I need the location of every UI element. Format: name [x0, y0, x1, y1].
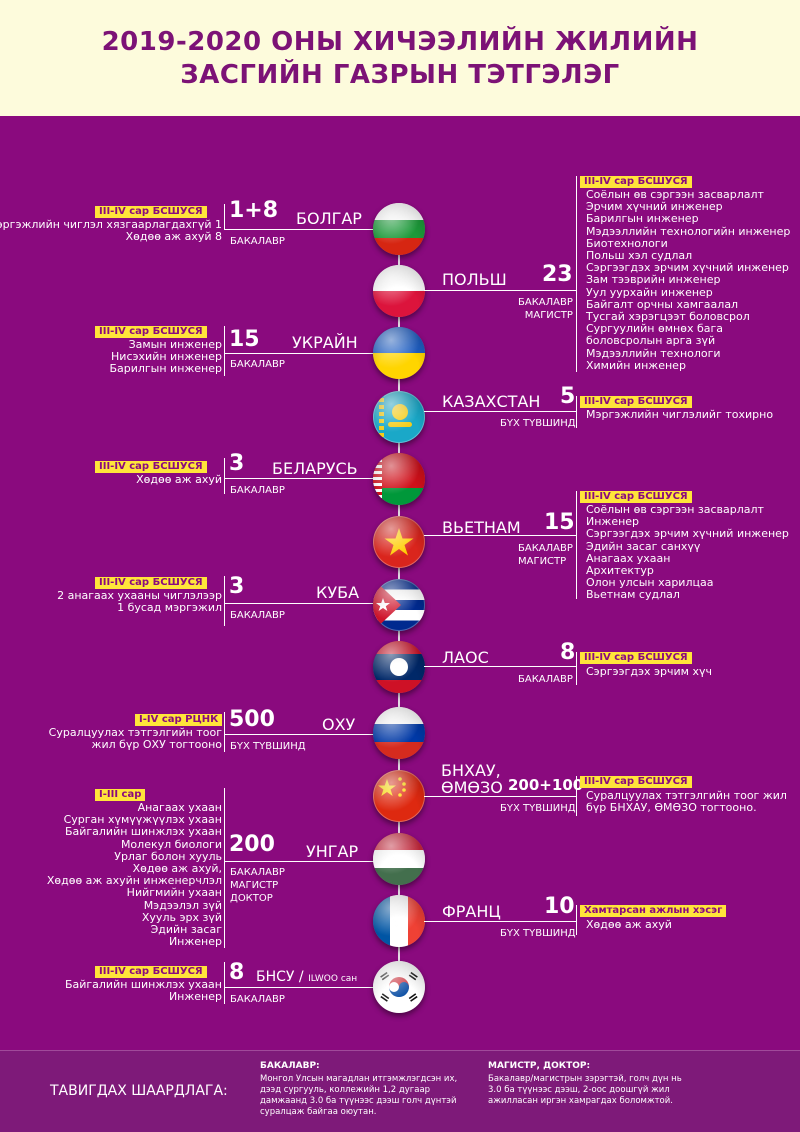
- china-level: БҮХ ТҮВШИНД: [500, 803, 576, 814]
- france-name: ФРАНЦ: [442, 902, 501, 921]
- belarus-flag-icon: [373, 453, 425, 505]
- russia-flag-icon: [373, 707, 425, 759]
- poland-name: ПОЛЬШ: [442, 270, 507, 289]
- laos-category: III-IV сар БСШУСЯ: [580, 652, 692, 664]
- france-level: БҮХ ТҮВШИНД: [500, 928, 576, 939]
- russia-name: ОХУ: [322, 715, 356, 734]
- cuba-fields: 2 анагаах ухааны чиглэлээр 1 бусад мэргэж…: [57, 589, 222, 615]
- poland-fields: Соёлын өв сэргээн засварлалт Эрчим хүчний…: [586, 188, 791, 372]
- ukraine-level: БАКАЛАВР: [230, 359, 285, 370]
- korea-name: БНСУ / ILWOO сан: [256, 969, 358, 985]
- france-category: Хамтарсан ажлын хэсэг: [580, 905, 727, 917]
- belarus-count: 3: [229, 451, 245, 476]
- cuba-name: КУБА: [316, 583, 360, 602]
- france-flag-icon: [373, 895, 425, 947]
- belarus-name: БЕЛАРУСЬ: [272, 459, 358, 478]
- china-name: БНХАУ, ӨМӨЗО: [441, 761, 503, 797]
- bulgaria-level: БАКАЛАВР: [230, 236, 285, 247]
- hungary-level: БАКАЛАВР МАГИСТР ДОКТОР: [230, 867, 285, 904]
- page-title-line2: ЗАСГИЙН ГАЗРЫН ТЭТГЭЛЭГ: [180, 60, 620, 90]
- korea-fields: Байгалийн шинжлэх ухаан Инженер: [64, 978, 222, 1004]
- cuba-count: 3: [229, 574, 245, 599]
- ukraine-flag-icon: [373, 327, 425, 379]
- kazakhstan-fields: Мэргэжлийн чиглэлийг тохирно: [586, 408, 774, 421]
- bulgaria-name: БОЛГАР: [296, 209, 362, 228]
- hungary-flag-icon: [373, 833, 425, 885]
- ukraine-fields: Замын инженер Нисэхийн инженер Барилгын ин…: [109, 338, 222, 376]
- bulgaria-fields: Мэргэжлийн чиглэл хязгаарлагдахгүй 1 Хөдө…: [0, 218, 222, 244]
- poland-flag-icon: [373, 265, 425, 317]
- bulgaria-category: III-IV сар БСШУСЯ: [95, 206, 207, 218]
- france-count: 10: [544, 894, 575, 919]
- korea-count: 8: [229, 960, 245, 985]
- china-fields: Суралцуулах тэтгэлгийн тоог жил бүр БНХАУ…: [586, 789, 787, 815]
- cuba-flag-icon: [373, 579, 425, 631]
- kazakhstan-count: 5: [560, 384, 576, 409]
- poland-level: БАКАЛАВР МАГИСТР: [518, 297, 573, 321]
- china-category: III-IV сар БСШУСЯ: [580, 776, 692, 788]
- laos-count: 8: [560, 640, 576, 665]
- vietnam-name: ВЬЕТНАМ: [442, 518, 521, 537]
- ukraine-name: УКРАЙН: [292, 333, 358, 352]
- laos-name: ЛАОС: [442, 648, 489, 667]
- russia-category: I-IV сар РЦНК: [135, 714, 223, 726]
- hungary-count: 200: [229, 832, 275, 857]
- china-flag-icon: [373, 770, 425, 822]
- kazakhstan-flag-icon: [373, 391, 425, 443]
- poland-count: 23: [542, 262, 573, 287]
- master-text: Бакалавр/магистрын зэрэгтэй, голч дүн нь…: [488, 1074, 682, 1106]
- russia-count: 500: [229, 707, 275, 732]
- ukraine-count: 15: [229, 327, 260, 352]
- requirements-footer: [0, 1050, 800, 1132]
- cuba-level: БАКАЛАВР: [230, 610, 285, 621]
- laos-fields: Сэргээгдэх эрчим хүч: [586, 665, 712, 678]
- korea-level: БАКАЛАВР: [230, 994, 285, 1005]
- cuba-category: III-IV сар БСШУСЯ: [95, 577, 207, 589]
- requirements-title: ТАВИГДАХ ШААРДЛАГА:: [50, 1083, 228, 1099]
- bulgaria-count: 1+8: [229, 198, 279, 223]
- kazakhstan-category: III-IV сар БСШУСЯ: [580, 396, 692, 408]
- korea-flag-icon: [373, 961, 425, 1013]
- vietnam-category: III-IV сар БСШУСЯ: [580, 491, 692, 503]
- header-banner: [0, 0, 800, 116]
- bachelor-text: Монгол Улсын магадлан итгэмжлэгдсэн их, …: [260, 1074, 458, 1117]
- ukraine-category: III-IV сар БСШУСЯ: [95, 326, 207, 338]
- kazakhstan-level: БҮХ ТҮВШИНД: [500, 418, 576, 429]
- laos-flag-icon: [373, 641, 425, 693]
- belarus-category: III-IV сар БСШУСЯ: [95, 461, 207, 473]
- page-title-line1: 2019-2020 ОНЫ ХИЧЭЭЛИЙН ЖИЛИЙН: [101, 27, 699, 57]
- vietnam-flag-icon: [373, 516, 425, 568]
- hungary-fields: Анагаах ухаан Сурган хүмүүжүүлэх ухаан Бай…: [46, 801, 222, 949]
- laos-level: БАКАЛАВР: [518, 674, 573, 685]
- vietnam-level: БАКАЛАВР МАГИСТР: [518, 543, 573, 567]
- russia-fields: Суралцуулах тэтгэлгийн тоог жил бүр ОХУ т…: [48, 726, 222, 752]
- belarus-level: БАКАЛАВР: [230, 485, 285, 496]
- kazakhstan-name: КАЗАХСТАН: [442, 392, 541, 411]
- china-count: 200+100: [508, 776, 584, 794]
- master-heading: МАГИСТР, ДОКТОР:: [488, 1061, 591, 1071]
- vietnam-fields: Соёлын өв сэргээн засварлалт Инженер Сэргэ…: [586, 503, 789, 602]
- korea-category: III-IV сар БСШУСЯ: [95, 966, 207, 978]
- poland-category: III-IV сар БСШУСЯ: [580, 176, 692, 188]
- belarus-fields: Хөдөө аж ахуй: [136, 473, 222, 486]
- bulgaria-flag-icon: [373, 203, 425, 255]
- vietnam-count: 15: [544, 510, 575, 535]
- bachelor-heading: БАКАЛАВР:: [260, 1061, 320, 1071]
- hungary-category: I-III сар: [95, 789, 146, 801]
- russia-level: БҮХ ТҮВШИНД: [230, 741, 306, 752]
- hungary-name: УНГАР: [306, 842, 359, 861]
- france-fields: Хөдөө аж ахуй: [586, 918, 672, 931]
